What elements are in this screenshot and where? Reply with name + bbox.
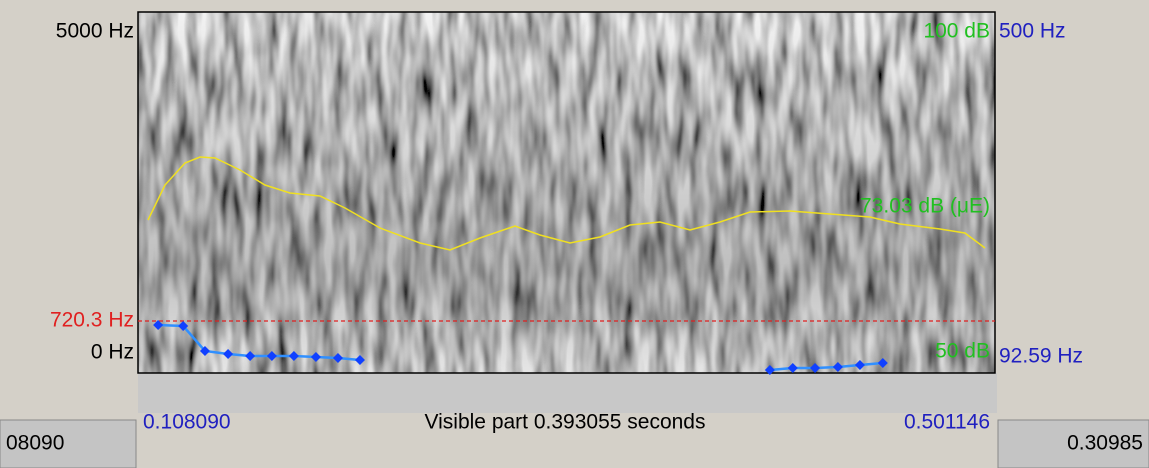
pitch-point: [877, 357, 888, 368]
pitch-point: [354, 354, 365, 365]
pitch-point: [178, 321, 189, 332]
time-start: 0.108090: [143, 411, 231, 434]
footer-left: 08090: [6, 432, 64, 455]
pitch-point: [245, 350, 256, 361]
spectrogram-frame: [137, 11, 996, 374]
freq-top-label: 5000 Hz: [56, 20, 134, 43]
freq-bottom-label: 0 Hz: [91, 341, 134, 364]
cursor-label: 720.3 Hz: [50, 309, 134, 332]
pitch-point: [266, 350, 277, 361]
right-box: [997, 419, 1149, 468]
time-bar: [138, 373, 997, 413]
pitch-point: [832, 361, 843, 372]
intensity-top-label: 100 dB: [923, 20, 990, 43]
pitch-line: [158, 323, 361, 362]
pitch-point: [764, 364, 775, 375]
pitch-point: [332, 353, 343, 364]
pitch-point: [153, 319, 164, 330]
footer-right: 0.30985: [1067, 432, 1143, 455]
time-end: 0.501146: [904, 411, 990, 434]
intensity-bottom-label: 50 dB: [935, 340, 990, 363]
pitch-point: [199, 346, 210, 357]
intensity-readout: 73.03 dB (μE): [860, 195, 990, 218]
visible-part: Visible part 0.393055 seconds: [425, 411, 706, 434]
pitch-top-label: 500 Hz: [999, 20, 1066, 43]
intensity-curve: [147, 156, 986, 251]
pitch-point: [787, 363, 798, 374]
pitch-point: [810, 363, 821, 374]
pitch-point: [288, 350, 299, 361]
pitch-point: [223, 349, 234, 360]
left-box: [0, 419, 137, 468]
pitch-point: [310, 352, 321, 363]
pitch-bottom-label: 92.59 Hz: [999, 345, 1083, 368]
pitch-point: [854, 360, 865, 371]
overlay: [138, 156, 995, 375]
